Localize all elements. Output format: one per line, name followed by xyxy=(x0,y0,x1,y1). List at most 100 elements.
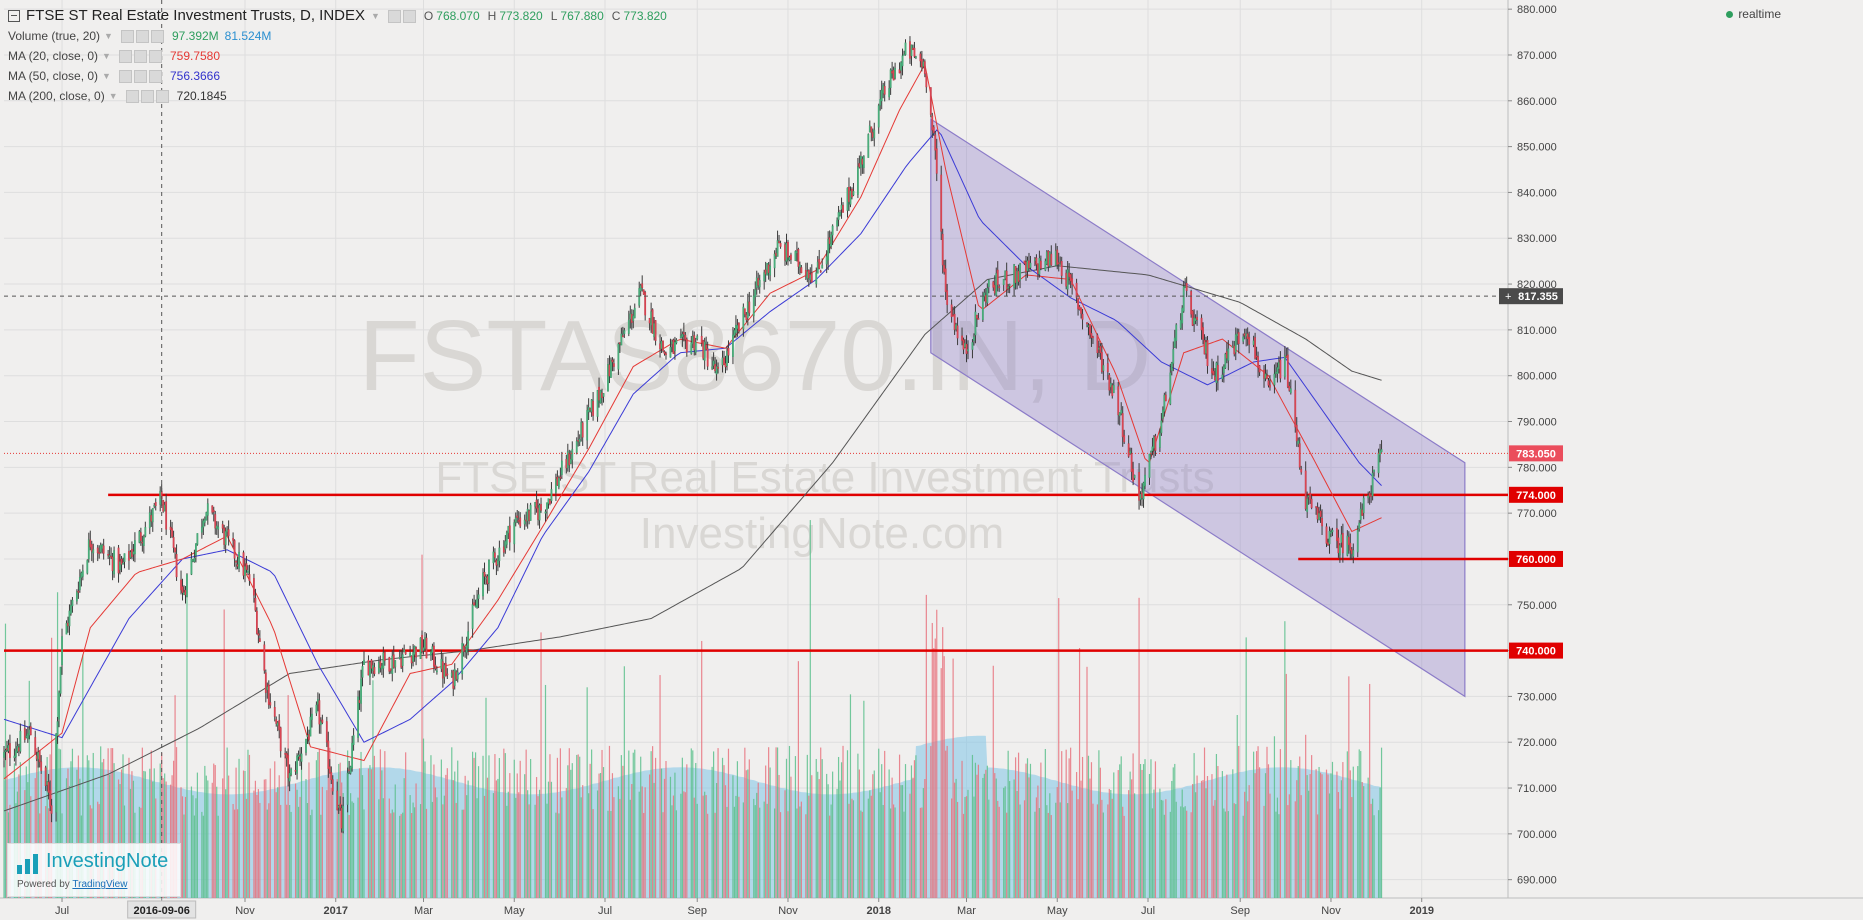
volume-bar xyxy=(248,754,251,898)
candle-body xyxy=(1356,529,1359,553)
investingnote-logo[interactable]: InvestingNote Powered by TradingView xyxy=(7,843,181,897)
candle-body xyxy=(971,342,974,350)
visibility-icon[interactable] xyxy=(120,29,134,43)
candle-body xyxy=(1087,325,1090,327)
close-icon[interactable] xyxy=(155,89,169,103)
candle-body xyxy=(87,539,90,560)
candle-body xyxy=(1255,355,1258,358)
volume-bar xyxy=(369,765,371,898)
settings-icon[interactable] xyxy=(133,49,147,63)
visibility-icon[interactable] xyxy=(125,89,139,103)
candle-body xyxy=(1099,346,1102,354)
candle-body xyxy=(620,333,623,346)
volume-bar xyxy=(586,687,588,898)
candle-body xyxy=(629,313,632,320)
volume-bar xyxy=(1215,753,1218,898)
volume-bar xyxy=(1056,787,1058,898)
volume-bar xyxy=(1306,775,1308,898)
candle-body xyxy=(818,259,821,269)
candle-body xyxy=(1106,363,1109,373)
candle-body xyxy=(726,350,728,367)
candle-body xyxy=(221,524,224,529)
visibility-icon[interactable] xyxy=(118,69,132,83)
candle-body xyxy=(233,540,236,559)
candle-body xyxy=(857,166,859,195)
indicator-row-ma200[interactable]: MA (200, close, 0) ▼ 720.1845 xyxy=(8,86,675,106)
visibility-icon[interactable] xyxy=(118,49,132,63)
volume-bar xyxy=(280,804,282,898)
volume-bar xyxy=(1138,597,1140,898)
candle-body xyxy=(203,519,206,523)
volume-bar xyxy=(961,760,963,898)
candle-body xyxy=(883,85,886,95)
chevron-down-icon[interactable]: ▼ xyxy=(104,31,113,41)
volume-bar xyxy=(800,801,802,898)
candle-body xyxy=(964,343,966,348)
collapse-icon[interactable] xyxy=(8,10,20,22)
volume-bar xyxy=(1159,788,1161,898)
volume-bar xyxy=(400,814,402,898)
candle-body xyxy=(1352,550,1355,557)
candle-body xyxy=(413,645,416,655)
candle-body xyxy=(880,90,883,102)
candle-body xyxy=(944,268,947,292)
candle-body xyxy=(565,458,568,469)
settings-icon[interactable] xyxy=(135,29,149,43)
candle-body xyxy=(1331,530,1334,533)
candle-body xyxy=(446,673,449,676)
settings-icon[interactable] xyxy=(402,9,416,23)
volume-bar xyxy=(1067,803,1069,898)
candle-body xyxy=(391,655,394,674)
chevron-down-icon[interactable]: ▼ xyxy=(102,71,111,81)
tradingview-link[interactable]: TradingView xyxy=(72,879,128,890)
candle-body xyxy=(238,551,240,569)
volume-bar xyxy=(181,796,184,898)
candle-body xyxy=(162,500,165,512)
volume-bar xyxy=(59,749,62,898)
volume-bar xyxy=(879,792,881,898)
candle-body xyxy=(336,790,339,811)
chevron-down-icon[interactable]: ▼ xyxy=(108,91,118,101)
volume-bar xyxy=(1153,789,1155,898)
volume-bar xyxy=(705,795,707,898)
volume-bar xyxy=(1128,790,1130,898)
candle-body xyxy=(34,737,37,755)
volume-bar xyxy=(1071,790,1073,898)
candle-body xyxy=(1231,346,1234,348)
volume-bar xyxy=(1200,780,1203,898)
candle-body xyxy=(1196,316,1198,321)
volume-bar xyxy=(454,771,456,898)
candle-body xyxy=(434,664,437,669)
indicator-row-volume[interactable]: Volume (true, 20) ▼ 97.392M 81.524M xyxy=(8,26,675,46)
candle-body xyxy=(294,769,297,772)
close-icon[interactable] xyxy=(148,49,162,63)
indicator-row-ma50[interactable]: MA (50, close, 0) ▼ 756.3666 xyxy=(8,66,675,86)
chevron-down-icon[interactable]: ▼ xyxy=(371,11,380,21)
volume-bar xyxy=(1296,780,1298,898)
candle-body xyxy=(571,449,574,460)
candle-body xyxy=(705,344,708,350)
volume-bar xyxy=(171,775,173,898)
candle-body xyxy=(644,292,647,316)
candle-body xyxy=(580,422,583,438)
candle-body xyxy=(450,672,453,677)
candle-body xyxy=(685,338,688,353)
chevron-down-icon[interactable]: ▼ xyxy=(102,51,111,61)
visibility-icon[interactable] xyxy=(387,9,401,23)
close-icon[interactable] xyxy=(150,29,164,43)
close-icon[interactable] xyxy=(148,69,162,83)
volume-bar xyxy=(1300,795,1302,898)
candle-body xyxy=(409,652,412,657)
indicator-row-ma20[interactable]: MA (20, close, 0) ▼ 759.7580 xyxy=(8,46,675,66)
candle-body xyxy=(1325,526,1328,544)
settings-icon[interactable] xyxy=(140,89,154,103)
settings-icon[interactable] xyxy=(133,69,147,83)
volume-bar xyxy=(538,789,541,898)
volume-bar xyxy=(611,773,614,898)
candle-body xyxy=(577,440,580,442)
candle-body xyxy=(514,517,517,523)
candle-body xyxy=(919,53,922,62)
volume-bar xyxy=(977,764,980,898)
